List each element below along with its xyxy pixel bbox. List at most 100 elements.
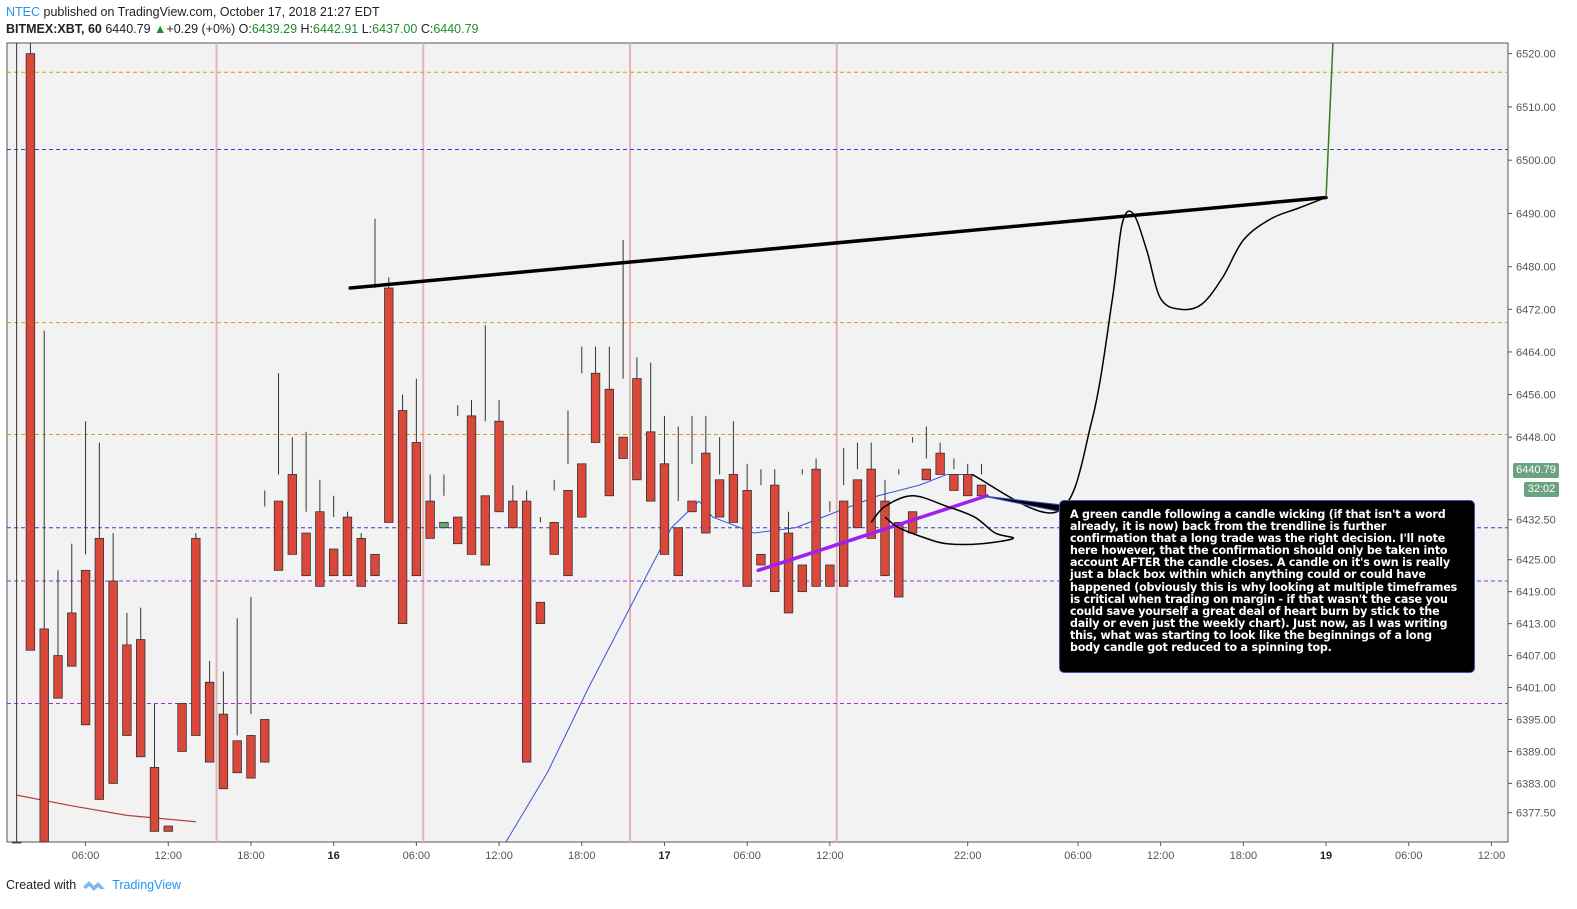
candle-body (232, 740, 242, 774)
candle[interactable] (246, 596, 256, 779)
last-price-badge: 6440.79 (1513, 463, 1559, 478)
candle-body (590, 372, 601, 443)
candle[interactable] (260, 490, 270, 763)
candle[interactable] (370, 218, 380, 577)
candle[interactable] (646, 362, 656, 502)
candle-body (976, 484, 987, 497)
candle[interactable] (439, 474, 449, 529)
candle[interactable] (673, 426, 683, 577)
candle[interactable] (25, 43, 36, 651)
support-trendline[interactable] (756, 494, 989, 573)
candle[interactable] (604, 346, 615, 497)
plot-area[interactable] (6, 42, 1509, 843)
candle[interactable] (852, 442, 863, 529)
tradingview-link[interactable]: TradingView (112, 878, 181, 892)
candle[interactable] (453, 405, 463, 545)
price-tick-label: 6490.00 (1516, 208, 1556, 220)
candle[interactable] (949, 458, 959, 491)
candle[interactable] (894, 469, 904, 598)
candle[interactable] (328, 495, 339, 577)
candle[interactable] (866, 442, 876, 539)
candle[interactable] (590, 346, 601, 443)
moving-average-line[interactable] (505, 473, 968, 843)
candle[interactable] (232, 618, 242, 774)
price-tick-label: 6472.00 (1516, 304, 1556, 316)
price-tick-label: 6432.50 (1516, 515, 1556, 527)
candle[interactable] (632, 357, 642, 481)
circled-candle-mark[interactable] (870, 495, 1015, 546)
candle[interactable] (11, 43, 22, 844)
candle[interactable] (825, 501, 835, 587)
candle[interactable] (659, 415, 670, 555)
candle[interactable] (384, 277, 394, 523)
candle[interactable] (67, 543, 77, 667)
candle[interactable] (191, 533, 201, 736)
candle[interactable] (94, 442, 105, 800)
candle[interactable] (397, 394, 408, 625)
candle-body (880, 500, 890, 577)
candle[interactable] (136, 607, 146, 758)
author-link[interactable]: NTEC (6, 5, 41, 19)
candle[interactable] (480, 325, 490, 566)
candle[interactable] (218, 671, 229, 790)
candle[interactable] (356, 533, 366, 587)
candle[interactable] (797, 469, 807, 593)
candle-body (949, 474, 959, 491)
price-tick-label: 6425.00 (1516, 555, 1556, 567)
candle[interactable] (935, 442, 945, 475)
candle[interactable] (521, 490, 532, 763)
resistance-trendline[interactable] (348, 195, 1328, 290)
candle[interactable] (149, 703, 160, 832)
candle[interactable] (425, 474, 435, 539)
candle[interactable] (204, 660, 215, 763)
candle-body (466, 415, 477, 555)
candle[interactable] (53, 570, 63, 699)
horizontal-levels (7, 71, 1508, 705)
candle[interactable] (921, 426, 932, 481)
candle[interactable] (122, 612, 132, 736)
candle[interactable] (535, 517, 546, 625)
candle[interactable] (494, 399, 504, 513)
candle[interactable] (508, 485, 518, 529)
candle[interactable] (549, 479, 559, 555)
high-value: 6442.91 (313, 22, 359, 36)
price-tick-label: 6456.00 (1516, 390, 1556, 402)
candle[interactable] (714, 437, 725, 518)
candle[interactable] (577, 346, 587, 518)
candle[interactable] (687, 415, 697, 513)
open-value: 6439.29 (251, 22, 298, 36)
candle[interactable] (742, 463, 752, 587)
candle[interactable] (411, 378, 422, 577)
candle[interactable] (466, 399, 477, 555)
candle[interactable] (108, 533, 118, 784)
candle[interactable] (701, 415, 711, 534)
symbol-label[interactable]: BITMEX:XBT, 60 (6, 22, 102, 36)
candle[interactable] (163, 704, 173, 832)
annotation-callout[interactable]: A green candle following a candle wickin… (1059, 500, 1475, 673)
candle[interactable] (315, 479, 325, 587)
candle[interactable] (728, 421, 739, 523)
candle[interactable] (39, 330, 49, 843)
candle-body (356, 537, 366, 587)
projection-line[interactable] (1325, 42, 1334, 198)
candle[interactable] (563, 410, 573, 577)
candle[interactable] (301, 431, 311, 577)
candle[interactable] (177, 538, 187, 752)
candle[interactable] (342, 511, 353, 577)
candle[interactable] (80, 421, 91, 726)
candle-body (687, 500, 697, 513)
candle[interactable] (770, 469, 780, 593)
candle-body (11, 841, 22, 844)
candle[interactable] (273, 373, 284, 571)
publish-line: NTEC published on TradingView.com, Octob… (6, 4, 479, 21)
candle-body (342, 516, 353, 577)
candle[interactable] (783, 511, 794, 614)
candle[interactable] (811, 458, 821, 587)
candle[interactable] (756, 469, 766, 566)
projected-price-path[interactable] (971, 196, 1327, 514)
candle[interactable] (287, 437, 297, 555)
candle-countdown-badge: 32:02 (1524, 482, 1559, 497)
candle[interactable] (963, 463, 973, 497)
candle-body (177, 703, 187, 752)
